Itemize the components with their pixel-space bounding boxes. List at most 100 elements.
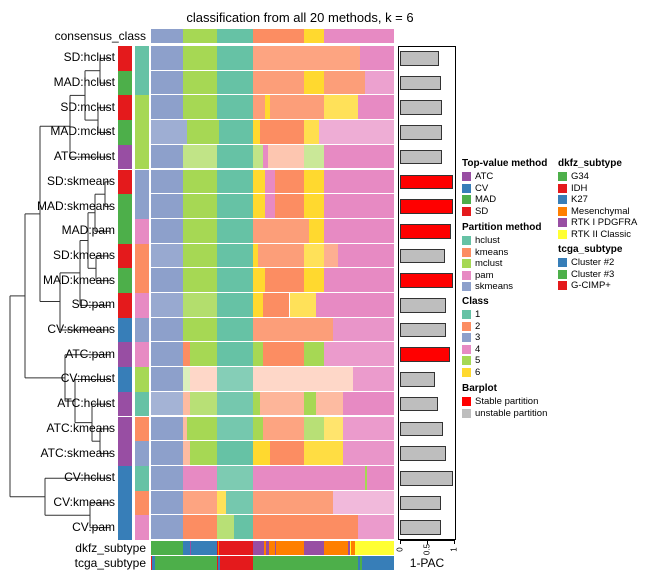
class-segment (323, 218, 394, 243)
legend-item-label: 4 (475, 343, 481, 355)
class-segment (151, 194, 183, 218)
class-segment (367, 465, 394, 490)
class-segment (182, 268, 217, 292)
class-segment (262, 342, 305, 367)
pac-bar (400, 199, 453, 214)
annotation-label: tcga_subtype (74, 556, 146, 570)
class-segment (253, 46, 360, 70)
class-segment (216, 218, 254, 243)
pac-bar (400, 223, 452, 239)
legend-item: 5 (462, 355, 489, 366)
legend-swatch (558, 269, 567, 279)
top-value-method-cell (118, 342, 132, 368)
class-segment (216, 465, 254, 490)
pac-bar (400, 51, 440, 66)
annotation-segment (216, 541, 218, 555)
class-segment (182, 441, 190, 465)
class-segment (253, 515, 358, 539)
class-segment (182, 70, 217, 95)
class-segment (333, 317, 394, 342)
legend-swatch (462, 195, 471, 204)
row-label: SD:hclust (63, 50, 115, 65)
class-segment (182, 218, 217, 243)
legend-class: Class 1 2 3 4 5 6 (462, 296, 489, 378)
class-segment (304, 120, 319, 144)
top-value-method-cell (118, 465, 132, 491)
class-segment (253, 342, 263, 367)
class-segment (304, 243, 324, 268)
class-segment (265, 95, 271, 120)
partition-method-cell (135, 515, 149, 540)
legend-swatch (462, 282, 471, 291)
axis-tick (400, 540, 401, 544)
class-segment (151, 268, 183, 292)
legend-item-label: G-CIMP+ (571, 280, 611, 291)
class-segment (216, 317, 254, 342)
legend-swatch (558, 183, 567, 193)
class-segment (216, 515, 234, 539)
annotation-segment (219, 541, 254, 555)
class-segment (253, 194, 266, 218)
pac-bar (400, 372, 435, 387)
top-value-method-cell (118, 46, 132, 71)
class-segment (151, 120, 188, 144)
legend-title: Class (462, 296, 489, 307)
class-segment (323, 70, 365, 95)
heatmap-row (151, 70, 394, 95)
class-segment (304, 416, 324, 441)
class-segment (216, 293, 254, 317)
row-label: CV:skmeans (47, 322, 115, 337)
legend-item: G-CIMP+ (558, 280, 622, 291)
legend-item: 2 (462, 321, 489, 332)
legend-swatch (558, 229, 567, 239)
class-segment (182, 194, 217, 218)
annotation-segment (351, 541, 356, 555)
class-segment (274, 169, 305, 194)
row-label: MAD:skmeans (36, 198, 115, 213)
top-value-method-cell (118, 70, 132, 96)
class-segment (257, 243, 305, 268)
class-segment (265, 194, 275, 218)
partition-method-cell (135, 243, 149, 269)
class-segment (182, 465, 217, 490)
class-segment (262, 144, 268, 169)
class-segment (151, 70, 183, 95)
annotation-segment (182, 541, 190, 555)
legend-item: IDH (558, 183, 637, 194)
top-value-method-cell (118, 95, 132, 121)
class-segment (216, 367, 254, 391)
legend-swatch (558, 195, 567, 204)
top-value-method-cell (118, 268, 132, 293)
top-value-method-cell (118, 218, 132, 244)
annotation-segment (253, 556, 358, 570)
class-segment (216, 268, 254, 292)
legend-item: Stable partition (462, 396, 547, 407)
class-segment (216, 194, 254, 218)
class-segment (182, 243, 217, 268)
annotation-segment (152, 556, 155, 570)
legend-swatch (558, 218, 567, 227)
pac-bar (400, 396, 438, 412)
class-segment (253, 169, 266, 194)
top-value-method-cell (118, 169, 132, 195)
class-segment (333, 490, 394, 515)
class-segment (304, 169, 324, 194)
class-segment (151, 293, 183, 317)
row-label: CV:hclust (64, 470, 115, 485)
class-segment (189, 367, 217, 391)
legend-item: 4 (462, 344, 489, 355)
class-segment (151, 169, 183, 194)
class-segment (316, 293, 394, 317)
class-segment (216, 243, 254, 268)
partition-method-cell (135, 465, 149, 491)
heatmap-row (151, 465, 394, 490)
pac-bar (400, 421, 444, 437)
legend-top_value: Top-value method ATC CV MAD SD (462, 158, 547, 217)
class-segment (253, 120, 261, 144)
class-segment (253, 416, 263, 441)
class-segment (323, 169, 394, 194)
class-segment (338, 243, 394, 268)
class-segment (216, 46, 254, 70)
class-segment (151, 416, 183, 441)
